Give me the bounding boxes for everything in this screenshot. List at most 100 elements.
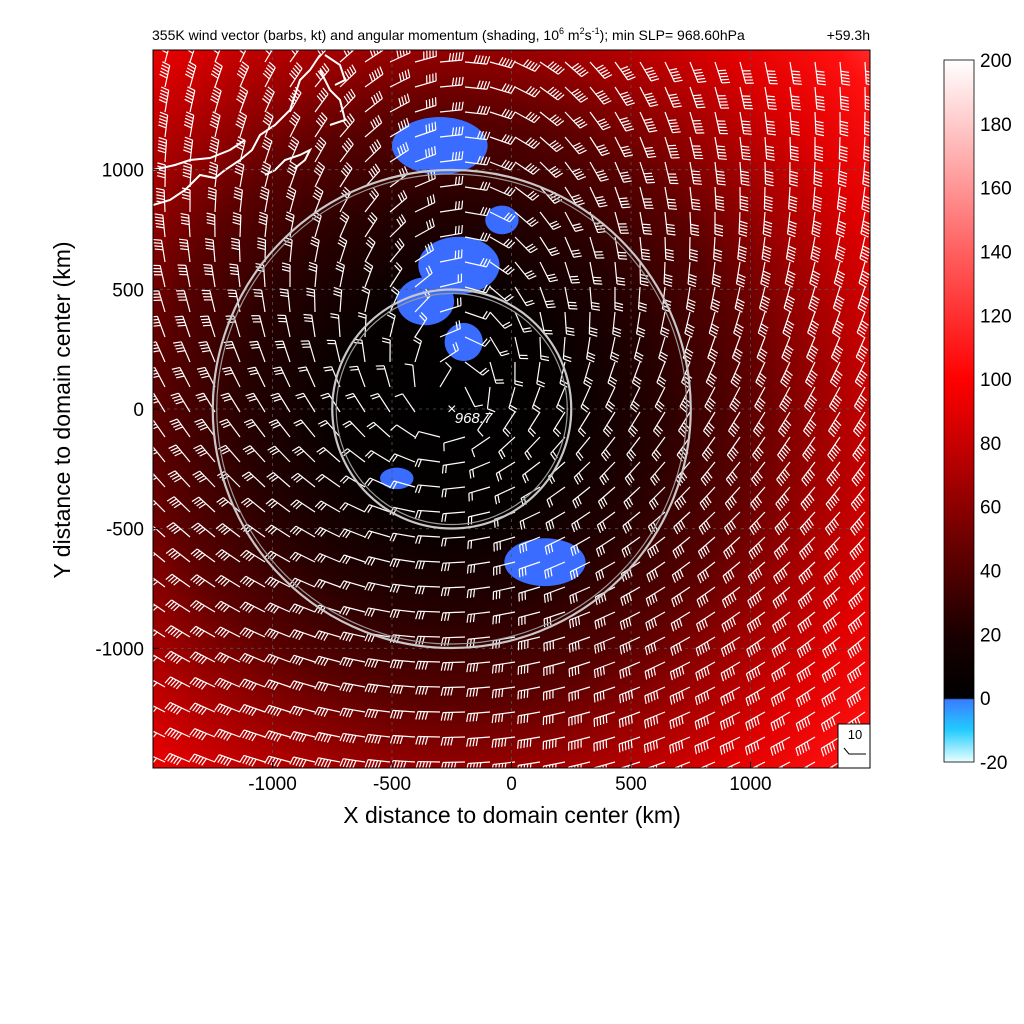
wind-barb (848, 561, 866, 585)
wind-barb (824, 511, 841, 536)
wind-barb (194, 418, 216, 438)
radius-circle-inner (216, 173, 688, 645)
wind-barb (339, 554, 366, 565)
wind-barb (266, 472, 291, 488)
wind-barb (333, 286, 343, 313)
wind-barb (288, 136, 300, 163)
wind-barb (539, 136, 564, 153)
wind-barb (189, 753, 216, 766)
wind-barb (288, 86, 302, 113)
wind-barb (414, 121, 437, 138)
wind-barb (733, 311, 744, 338)
wind-barb (264, 755, 291, 768)
wind-barb (517, 661, 541, 675)
wind-barb (240, 549, 266, 563)
wind-barb (514, 211, 539, 227)
wind-barb (771, 661, 791, 683)
wind-barb (414, 241, 434, 263)
wind-barb (751, 461, 766, 487)
wind-barb (796, 661, 816, 683)
wind-barb (725, 461, 741, 487)
wind-barb (763, 186, 773, 212)
wind-barb (415, 685, 441, 695)
wind-barb (339, 211, 350, 238)
wind-barb (789, 136, 799, 162)
wind-barb (773, 561, 791, 585)
wind-barb (300, 340, 316, 363)
wind-barb (414, 145, 437, 163)
wind-barb (361, 286, 371, 313)
y-axis-label: Y distance to domain center (km) (49, 241, 75, 578)
wind-barb (264, 730, 291, 742)
wind-barb (239, 678, 266, 691)
wind-barb (614, 186, 631, 209)
wind-barb (714, 136, 727, 160)
wind-barb (364, 708, 391, 719)
wind-barb (212, 50, 221, 63)
wind-barb (339, 631, 366, 642)
wind-barb (189, 676, 216, 690)
wind-barb (820, 711, 841, 732)
wind-barb (164, 650, 191, 664)
wind-barb (264, 679, 291, 691)
wind-barb (217, 444, 241, 463)
wind-barb (314, 757, 341, 768)
wind-barb (326, 339, 341, 363)
wind-barbs (153, 50, 870, 768)
wind-barb (773, 536, 791, 560)
wind-barb (464, 386, 483, 408)
wind-barb (177, 264, 191, 288)
wind-barb (564, 236, 582, 258)
wind-barb (664, 136, 680, 159)
wind-barb (757, 311, 769, 338)
wind-barb (308, 261, 318, 288)
wind-barb (389, 453, 416, 463)
wind-barb (848, 586, 866, 610)
wind-barb (316, 446, 341, 463)
wind-barb (656, 361, 667, 388)
wind-barb (714, 86, 730, 109)
wind-barb (314, 500, 341, 513)
wind-barb (153, 755, 166, 764)
wind-barb (153, 577, 166, 588)
wind-barb (687, 261, 697, 288)
wind-barb (414, 265, 433, 288)
wind-barb (289, 654, 316, 666)
wind-barb (415, 610, 441, 620)
wind-barb (489, 211, 516, 223)
wind-barb (758, 286, 771, 313)
wind-barb (731, 336, 743, 363)
wind-barb (289, 629, 316, 641)
wind-barb (593, 711, 616, 727)
wind-barb (514, 59, 541, 72)
wind-barb (863, 136, 870, 162)
wind-barb (342, 420, 366, 438)
wind-barb (207, 187, 217, 213)
colorbar-tick-label: -20 (980, 753, 1007, 774)
wind-barb (339, 162, 353, 188)
wind-barb (704, 386, 716, 413)
wind-barb (754, 386, 766, 413)
wind-barb (514, 311, 533, 333)
wind-barb (214, 728, 241, 741)
wind-barb (155, 187, 166, 213)
wind-barb (828, 386, 843, 413)
wind-barb (775, 486, 791, 511)
wind-barb (164, 752, 191, 766)
wind-barb (595, 536, 616, 557)
wind-barb (364, 477, 391, 488)
negative-momentum-region (418, 236, 500, 295)
wind-barb (703, 411, 716, 438)
wind-barb (285, 186, 297, 213)
wind-barb (747, 561, 766, 585)
wind-barb (568, 636, 591, 653)
wind-barb (644, 686, 666, 705)
wind-barb (618, 736, 641, 753)
wind-barb (858, 261, 870, 288)
wind-barb (262, 86, 275, 113)
wind-barb (614, 286, 624, 312)
wind-barb (580, 386, 591, 413)
wind-barb (158, 111, 169, 138)
wind-barb (664, 186, 678, 210)
wind-barb (807, 311, 820, 338)
